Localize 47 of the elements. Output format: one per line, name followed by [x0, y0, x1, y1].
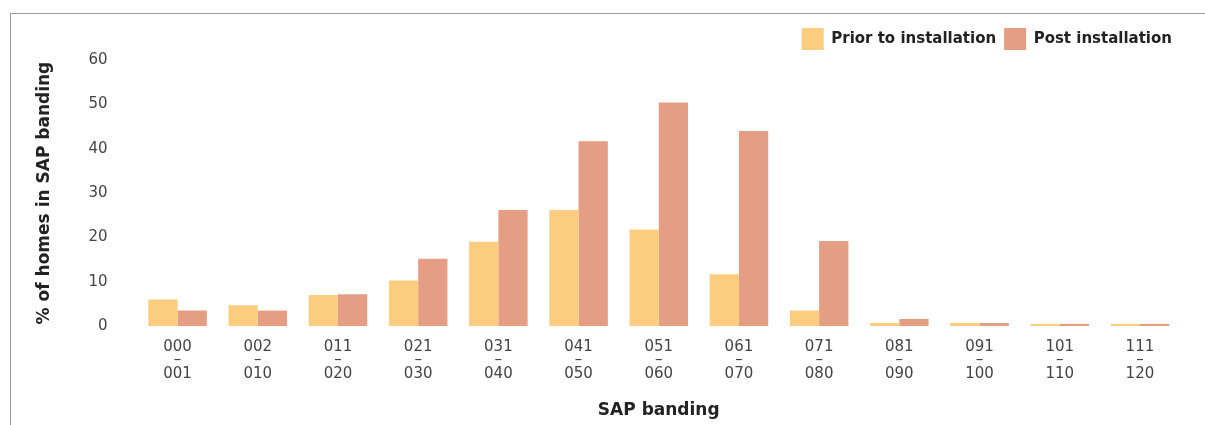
- bar: [658, 102, 689, 327]
- legend-label: Prior to installation: [831, 28, 997, 47]
- x-tick-label: 061–070: [724, 336, 754, 382]
- bar: [257, 310, 288, 327]
- bar: [950, 323, 980, 327]
- x-tick-label: 071–080: [804, 336, 834, 382]
- bar: [709, 274, 739, 327]
- bar: [1030, 323, 1060, 327]
- x-tick-label: 011–020: [323, 336, 353, 382]
- x-tick-label: 091–100: [965, 336, 994, 382]
- bar: [418, 258, 448, 327]
- x-axis-title: SAP banding: [597, 399, 720, 420]
- bar: [177, 310, 207, 327]
- x-tick-label: 041–050: [564, 336, 593, 382]
- y-tick-label: 30: [88, 182, 108, 201]
- x-tick-label: 021–030: [403, 336, 433, 382]
- y-axis-title: % of homes in SAP banding: [32, 61, 53, 325]
- y-tick-label: 10: [88, 271, 108, 290]
- bar: [308, 295, 338, 327]
- y-tick-label: 60: [88, 49, 108, 68]
- bar: [629, 229, 659, 327]
- y-tick-label: 50: [88, 94, 108, 113]
- legend-label: Post installation: [1033, 28, 1173, 47]
- bar: [738, 130, 769, 327]
- bar: [148, 299, 178, 327]
- bar: [870, 323, 900, 327]
- x-tick-label: 051–060: [644, 336, 674, 382]
- y-tick-label: 0: [97, 315, 108, 334]
- y-tick-label: 20: [88, 227, 108, 246]
- bar: [228, 305, 258, 327]
- x-tick-label: 031–040: [484, 336, 513, 382]
- bar: [469, 241, 499, 327]
- x-tick-label: 002–010: [243, 336, 273, 382]
- bar: [549, 209, 579, 327]
- bar: [388, 280, 419, 327]
- x-tick-label: 111–120: [1125, 336, 1155, 382]
- bar: [819, 240, 849, 327]
- x-tick-label: 000–001: [163, 336, 192, 382]
- bar: [578, 141, 608, 327]
- x-tick-label: 081–090: [885, 336, 914, 382]
- x-tick-label: 101–110: [1045, 336, 1075, 382]
- bar: [337, 294, 368, 327]
- bar: [498, 209, 528, 327]
- y-tick-label: 40: [88, 138, 108, 157]
- bar: [979, 323, 1009, 327]
- bar: [899, 319, 929, 327]
- bar: [789, 310, 820, 327]
